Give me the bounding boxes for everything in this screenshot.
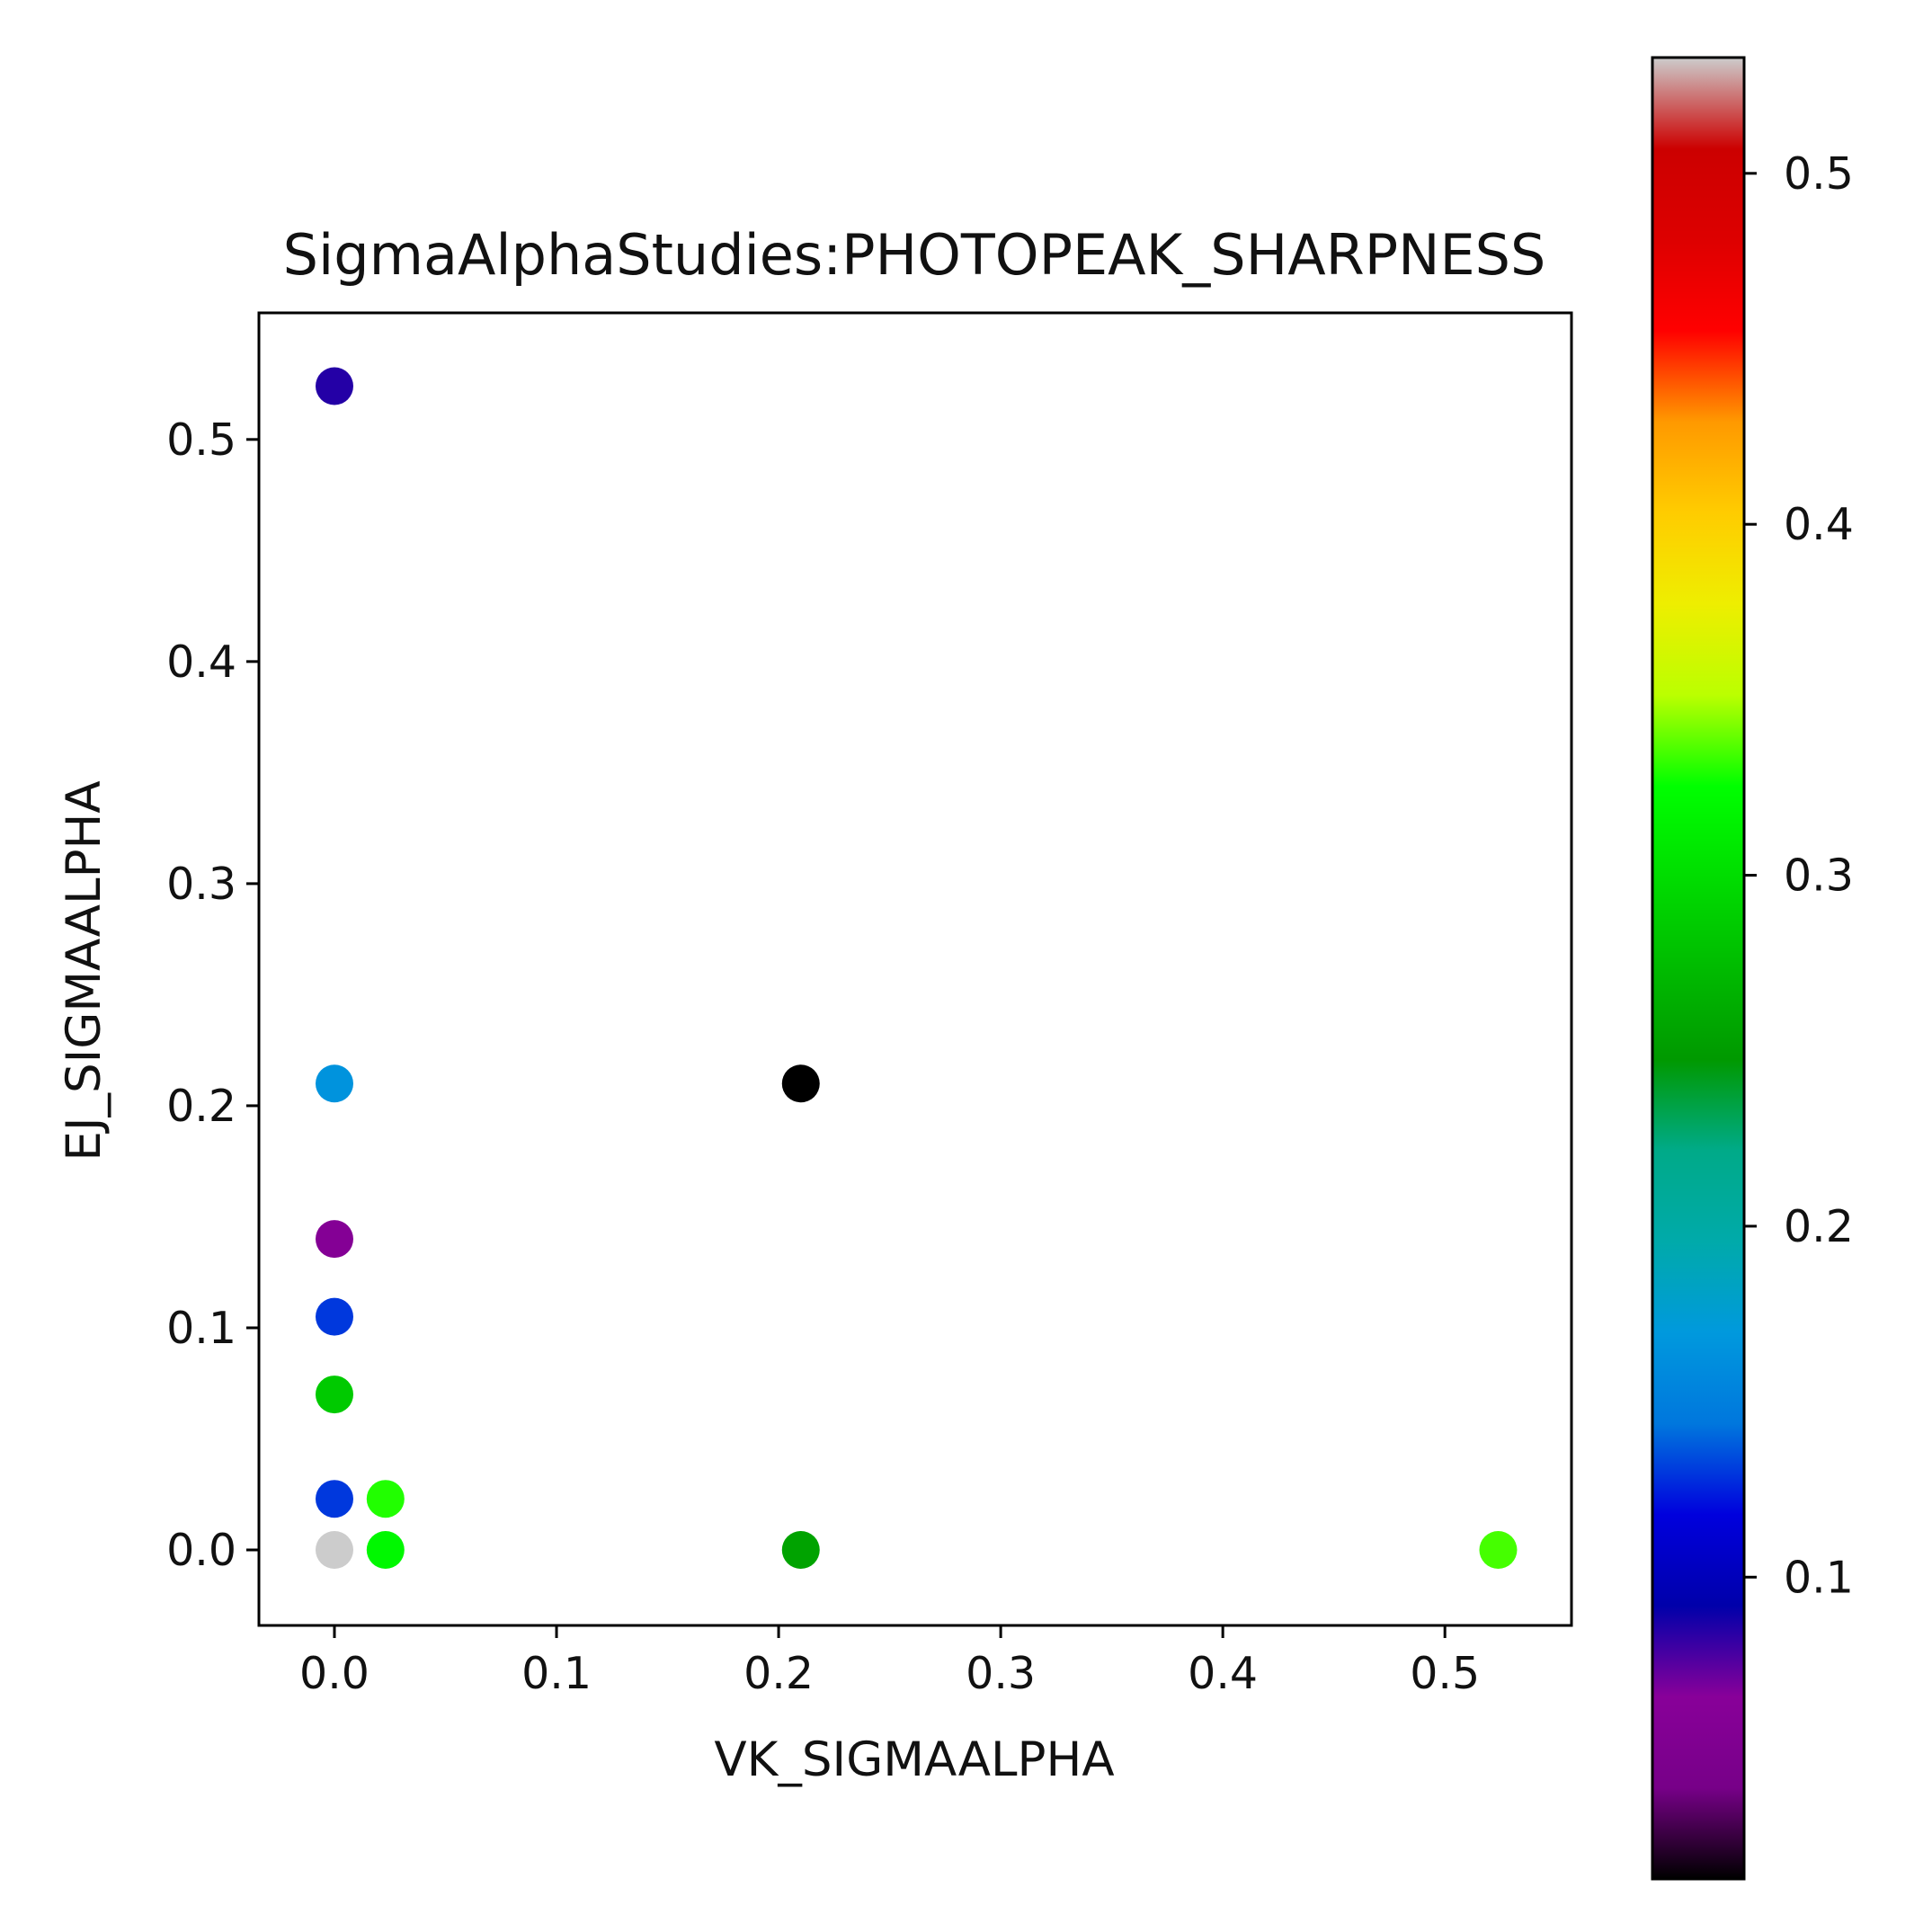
y-tick-label: 0.4 <box>166 637 236 688</box>
y-tick-label: 0.5 <box>166 414 236 466</box>
y-axis-label: EJ_SIGMAALPHA <box>57 780 111 1161</box>
colorbar: 0.1 0.2 0.3 0.4 0.5 <box>1651 56 1854 1881</box>
data-point <box>366 1531 405 1570</box>
chart-title: SigmaAlphaStudies:PHOTOPEAK_SHARPNESS <box>283 222 1546 288</box>
y-tick-label: 0.1 <box>166 1303 236 1354</box>
data-point <box>315 1531 353 1570</box>
y-tick-label: 0.2 <box>166 1081 236 1132</box>
x-tick-label: 0.5 <box>1410 1648 1480 1699</box>
data-point <box>781 1531 820 1570</box>
y-tick-label: 0.3 <box>166 859 236 910</box>
x-tick-label: 0.0 <box>299 1648 369 1699</box>
colorbar-gradient <box>1651 56 1746 1881</box>
colorbar-tick-label: 0.3 <box>1784 850 1854 902</box>
x-tick-label: 0.3 <box>966 1648 1036 1699</box>
x-axis-label: VK_SIGMAALPHA <box>714 1732 1114 1787</box>
plot-frame <box>257 311 1573 1627</box>
x-tick-label: 0.2 <box>743 1648 814 1699</box>
x-tick-label: 0.4 <box>1188 1648 1258 1699</box>
y-axis-ticks: 0.0 0.1 0.2 0.3 0.4 0.5 <box>166 414 259 1576</box>
x-tick-label: 0.1 <box>521 1648 592 1699</box>
colorbar-tick-label: 0.5 <box>1784 148 1854 200</box>
data-point <box>315 1220 353 1259</box>
data-point <box>315 1064 353 1103</box>
data-point <box>366 1480 405 1518</box>
data-point <box>315 1480 353 1518</box>
colorbar-tick-label: 0.4 <box>1784 499 1854 550</box>
data-point <box>315 1376 353 1414</box>
colorbar-tick-label: 0.1 <box>1784 1552 1854 1603</box>
plot-area <box>257 311 1573 1627</box>
data-point <box>315 367 353 405</box>
x-axis-ticks: 0.0 0.1 0.2 0.3 0.4 0.5 <box>299 1625 1480 1699</box>
y-tick-label: 0.0 <box>166 1525 236 1576</box>
data-point <box>1479 1531 1518 1570</box>
colorbar-tick-label: 0.2 <box>1784 1201 1854 1252</box>
data-points <box>315 367 1518 1570</box>
data-point <box>315 1297 353 1336</box>
data-point <box>781 1064 820 1103</box>
